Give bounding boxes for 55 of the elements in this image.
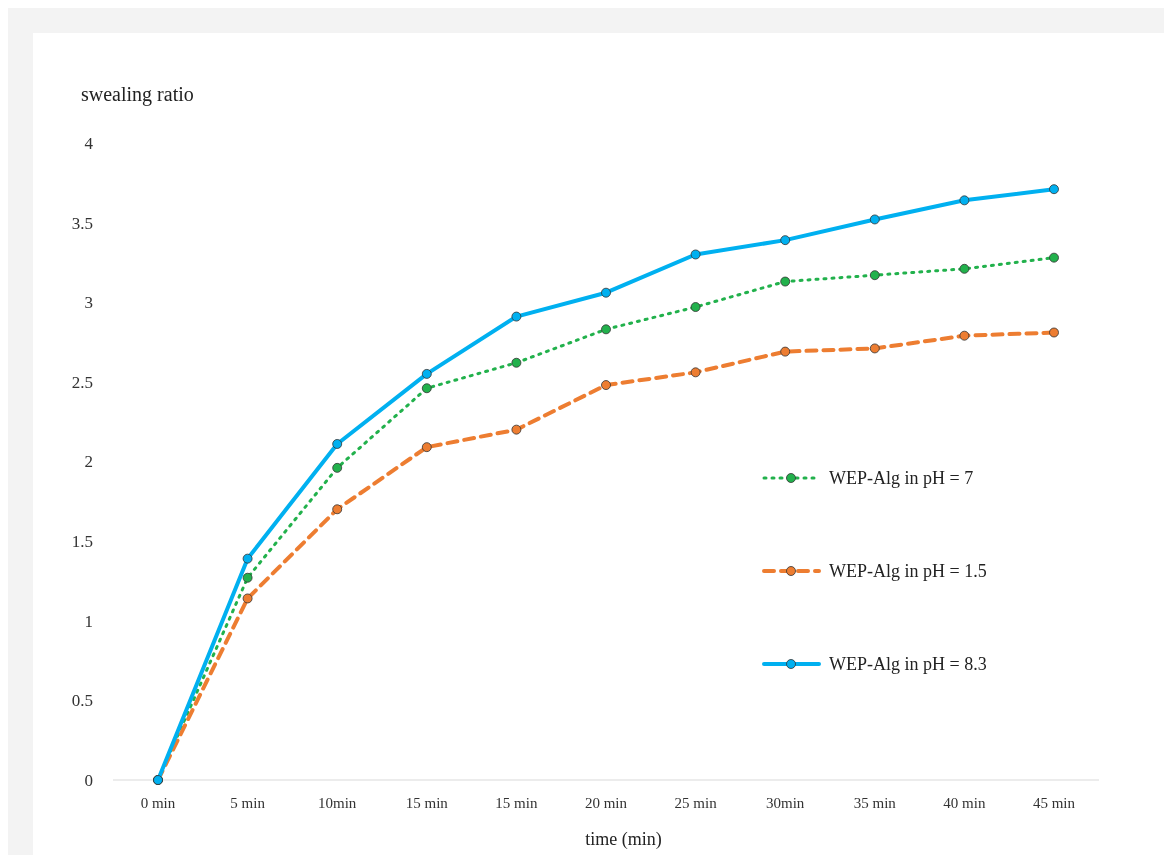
point xyxy=(332,504,343,515)
point xyxy=(1049,327,1059,338)
point xyxy=(869,343,880,354)
point xyxy=(869,214,880,225)
point xyxy=(421,369,432,379)
point xyxy=(780,235,791,246)
point xyxy=(511,424,522,435)
y-tick-label: 0 xyxy=(84,770,93,790)
point xyxy=(780,276,791,287)
legend-label: WEP-Alg in pH = 8.3 xyxy=(829,654,987,675)
point xyxy=(242,553,253,564)
x-tick-label: 20 min xyxy=(584,795,628,811)
point xyxy=(869,270,880,281)
point xyxy=(332,462,343,473)
point xyxy=(511,357,522,368)
y-tick-label: 3.5 xyxy=(71,213,93,233)
x-tick-label: 5 min xyxy=(230,795,266,811)
point xyxy=(601,287,611,298)
point xyxy=(690,302,701,312)
y-tick-label: 4 xyxy=(84,133,94,153)
y-tick-label: 1.5 xyxy=(71,532,93,552)
x-axis-title: time (min) xyxy=(585,829,662,850)
point xyxy=(690,249,701,260)
point xyxy=(242,593,253,604)
point xyxy=(1049,184,1059,195)
point xyxy=(959,330,970,341)
point xyxy=(690,367,701,378)
point xyxy=(601,380,611,390)
x-tick-label: 45 min xyxy=(1032,795,1076,811)
point xyxy=(511,311,522,322)
point xyxy=(242,572,253,583)
point xyxy=(421,442,432,453)
point xyxy=(601,324,611,335)
point xyxy=(959,263,970,274)
y-tick-label: 1 xyxy=(84,611,93,631)
x-tick-label: 10min xyxy=(318,795,357,811)
y-tick-label: 3 xyxy=(84,293,93,313)
x-tick-label: 15 min xyxy=(405,795,449,811)
point xyxy=(421,383,432,394)
y-tick-label: 0.5 xyxy=(71,691,93,711)
point xyxy=(332,439,343,449)
legend-label: WEP-Alg in pH = 1.5 xyxy=(829,561,987,582)
y-tick-label: 2 xyxy=(84,452,93,472)
y-tick-label: 2.5 xyxy=(71,372,93,392)
point xyxy=(1049,252,1059,263)
x-tick-label: 15 min xyxy=(495,795,538,811)
point xyxy=(780,346,791,357)
x-tick-label: 0 min xyxy=(140,795,176,811)
x-tick-label: 40 min xyxy=(943,795,986,811)
point xyxy=(959,195,970,206)
x-tick-label: 30min xyxy=(766,795,805,811)
x-tick-label: 35 min xyxy=(853,795,897,811)
y-axis-title: swealing ratio xyxy=(81,83,194,106)
x-tick-label: 25 min xyxy=(674,795,718,811)
legend-label: WEP-Alg in pH = 7 xyxy=(829,468,974,489)
